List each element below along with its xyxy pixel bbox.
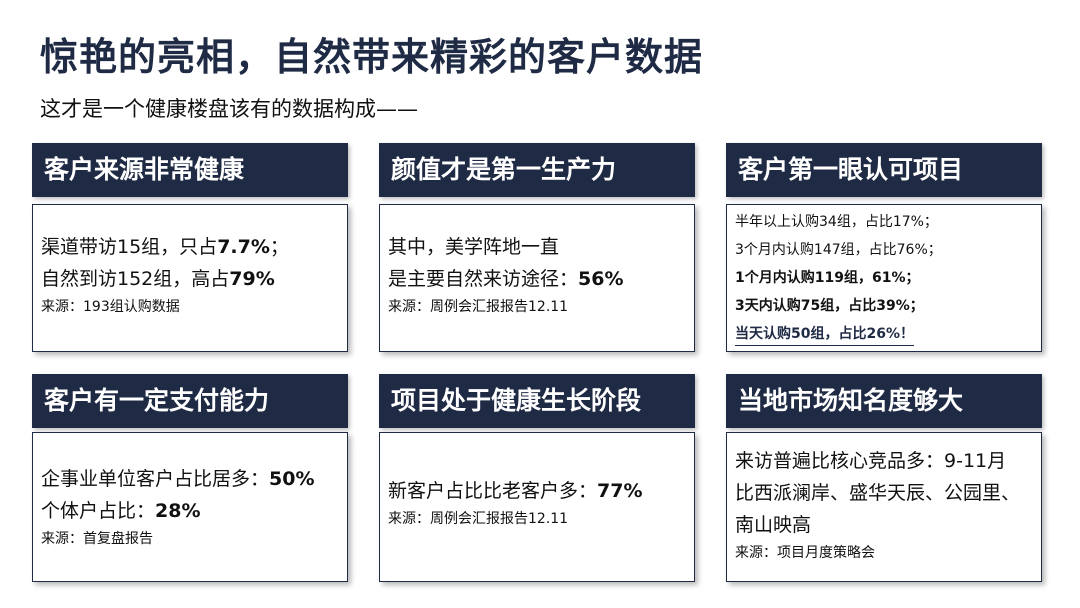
card-header-growth-stage: 项目处于健康生长阶段 bbox=[379, 374, 695, 428]
highlight-value: 28% bbox=[155, 500, 201, 522]
card-body-customer-source: 渠道带访15组，只占7.7%； 自然到访152组，高占79% 来源：193组认购… bbox=[32, 204, 348, 352]
card-body-recognition: 半年以上认购34组，占比17%； 3个月内认购147组，占比76%； 1个月内认… bbox=[726, 204, 1042, 352]
card-line: 渠道带访15组，只占7.7%； bbox=[41, 236, 289, 258]
card-header-payment-ability: 客户有一定支付能力 bbox=[32, 374, 348, 428]
card-line: 3天内认购75组，占比39%； bbox=[735, 298, 924, 314]
card-line: 半年以上认购34组，占比17%； bbox=[735, 214, 938, 230]
card-line: 1个月内认购119组，61%； bbox=[735, 270, 920, 286]
card-header-recognition: 客户第一眼认可项目 bbox=[726, 143, 1042, 197]
card-body-growth-stage: 新客户占比比老客户多：77% 来源：周例会汇报报告12.11 bbox=[379, 432, 695, 582]
page-title: 惊艳的亮相，自然带来精彩的客户数据 bbox=[40, 35, 704, 79]
card-source: 来源：周例会汇报报告12.11 bbox=[388, 299, 569, 315]
page-subtitle: 这才是一个健康楼盘该有的数据构成—— bbox=[40, 97, 418, 121]
card-line: 企事业单位客户占比居多：50% bbox=[41, 468, 315, 490]
card-source: 来源：193组认购数据 bbox=[41, 299, 180, 315]
card-source: 来源：周例会汇报报告12.11 bbox=[388, 511, 569, 527]
highlight-value: 56% bbox=[578, 268, 624, 290]
card-header-customer-source: 客户来源非常健康 bbox=[32, 143, 348, 197]
card-source: 来源：项目月度策略会 bbox=[735, 545, 875, 561]
card-line: 3个月内认购147组，占比76%； bbox=[735, 242, 942, 258]
card-header-aesthetics: 颜值才是第一生产力 bbox=[379, 143, 695, 197]
card-line: 南山映高 bbox=[735, 514, 812, 536]
card-source: 来源：首复盘报告 bbox=[41, 531, 153, 547]
card-line: 来访普遍比核心竞品多：9-11月 bbox=[735, 450, 1007, 472]
card-line: 比西派澜岸、盛华天辰、公园里、 bbox=[735, 482, 1021, 504]
card-line: 新客户占比比老客户多：77% bbox=[388, 480, 643, 502]
card-body-market-awareness: 来访普遍比核心竞品多：9-11月 比西派澜岸、盛华天辰、公园里、 南山映高 来源… bbox=[726, 432, 1042, 582]
card-line: 个体户占比：28% bbox=[41, 500, 201, 522]
highlight-value: 7.7% bbox=[217, 236, 270, 258]
card-line-underlined: 当天认购50组，占比26%！ bbox=[735, 323, 914, 346]
card-line: 自然到访152组，高占79% bbox=[41, 268, 275, 290]
card-line: 是主要自然来访途径：56% bbox=[388, 268, 624, 290]
highlight-value: 77% bbox=[597, 480, 643, 502]
card-line: 其中，美学阵地一直 bbox=[388, 236, 560, 258]
highlight-value: 79% bbox=[229, 268, 275, 290]
card-body-aesthetics: 其中，美学阵地一直 是主要自然来访途径：56% 来源：周例会汇报报告12.11 bbox=[379, 204, 695, 352]
card-body-payment-ability: 企事业单位客户占比居多：50% 个体户占比：28% 来源：首复盘报告 bbox=[32, 432, 348, 582]
highlight-value: 50% bbox=[269, 468, 315, 490]
card-header-market-awareness: 当地市场知名度够大 bbox=[726, 374, 1042, 428]
